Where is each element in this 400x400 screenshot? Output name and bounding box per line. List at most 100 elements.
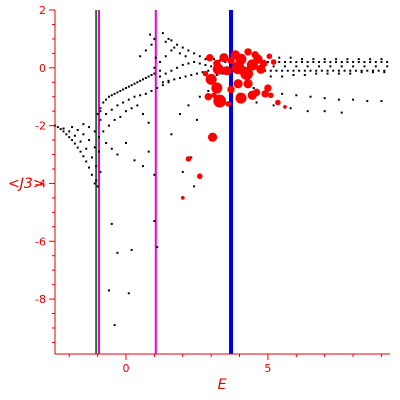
tick-labels: 0 5 2 0 -2 -4 -6 -8 <box>35 4 271 375</box>
background-point-122 <box>195 72 198 75</box>
background-point-91 <box>150 43 153 46</box>
background-point-209 <box>306 65 309 68</box>
background-point-82 <box>116 251 119 254</box>
background-point-103 <box>193 52 196 55</box>
background-point-90 <box>144 49 147 52</box>
background-point-61 <box>156 87 159 90</box>
background-point-46 <box>142 78 145 81</box>
background-point-115 <box>210 65 213 68</box>
background-point-110 <box>181 63 184 66</box>
background-point-131 <box>184 55 187 58</box>
background-point-2 <box>59 128 62 131</box>
background-point-37 <box>116 91 119 94</box>
background-point-72 <box>147 121 150 124</box>
background-point-192 <box>371 69 374 72</box>
highlight-point-33 <box>213 59 221 68</box>
background-point-35 <box>110 94 113 97</box>
background-point-187 <box>343 69 346 72</box>
background-point-245 <box>340 111 343 114</box>
background-point-181 <box>309 69 312 72</box>
background-point-89 <box>139 55 142 58</box>
background-point-105 <box>204 58 207 61</box>
background-point-249 <box>181 170 184 173</box>
background-point-258 <box>99 170 102 173</box>
background-point-85 <box>113 324 116 327</box>
highlight-point-19 <box>233 79 243 89</box>
background-point-251 <box>178 113 181 116</box>
background-point-183 <box>320 69 323 72</box>
background-point-205 <box>380 58 383 61</box>
background-point-94 <box>154 56 157 59</box>
background-point-253 <box>198 95 201 98</box>
background-point-58 <box>139 94 142 97</box>
background-point-30 <box>98 136 101 139</box>
background-point-114 <box>204 63 207 66</box>
background-point-228 <box>252 87 255 90</box>
background-point-12 <box>88 166 91 169</box>
highlight-points <box>180 48 287 200</box>
background-point-4 <box>65 133 68 136</box>
background-point-256 <box>95 179 98 182</box>
background-point-124 <box>207 69 210 72</box>
background-point-33 <box>105 98 108 101</box>
y-axis-title: <J3> <box>8 176 45 192</box>
background-point-23 <box>76 128 79 131</box>
background-point-36 <box>113 92 116 95</box>
background-point-92 <box>153 37 156 40</box>
background-point-128 <box>170 39 173 42</box>
background-point-75 <box>116 153 119 156</box>
highlight-point-36 <box>266 53 273 60</box>
background-point-162 <box>380 61 383 64</box>
background-point-216 <box>386 65 389 68</box>
background-point-207 <box>283 65 286 68</box>
background-point-52 <box>105 113 108 116</box>
background-point-242 <box>289 107 292 110</box>
background-point-101 <box>181 46 184 49</box>
background-point-215 <box>374 65 377 68</box>
background-point-17 <box>73 134 76 137</box>
background-point-237 <box>380 100 383 103</box>
background-point-259 <box>98 150 101 153</box>
background-point-6 <box>71 139 74 142</box>
background-point-34 <box>107 95 110 98</box>
background-point-210 <box>318 65 321 68</box>
background-point-78 <box>142 165 145 168</box>
background-point-42 <box>130 84 133 87</box>
background-point-184 <box>326 69 329 72</box>
background-point-252 <box>187 104 190 107</box>
background-point-212 <box>340 65 343 68</box>
background-point-13 <box>90 173 93 176</box>
highlight-point-8 <box>196 173 203 180</box>
background-point-142 <box>266 61 269 64</box>
background-point-243 <box>306 110 309 113</box>
background-point-55 <box>122 101 125 104</box>
background-point-186 <box>337 69 340 72</box>
highlight-point-24 <box>252 88 261 97</box>
background-point-231 <box>295 94 298 97</box>
background-point-126 <box>167 37 170 40</box>
background-point-145 <box>283 61 286 64</box>
background-point-24 <box>82 133 85 136</box>
background-point-157 <box>352 61 355 64</box>
background-point-57 <box>133 95 136 98</box>
background-point-68 <box>124 110 127 113</box>
background-point-182 <box>315 69 318 72</box>
highlight-point-30 <box>244 48 252 56</box>
highlight-point-0 <box>213 94 227 108</box>
highlight-point-28 <box>275 99 281 106</box>
background-point-106 <box>159 75 162 78</box>
background-point-88 <box>156 246 159 249</box>
highlight-point-23 <box>259 59 268 68</box>
background-point-200 <box>323 58 326 61</box>
background-point-152 <box>323 61 326 64</box>
background-point-84 <box>127 292 130 295</box>
highlight-point-9 <box>185 156 192 162</box>
background-point-175 <box>275 69 278 72</box>
background-point-67 <box>119 115 122 118</box>
background-point-54 <box>116 104 119 107</box>
background-point-50 <box>153 72 156 75</box>
background-point-153 <box>329 61 332 64</box>
background-point-1 <box>56 126 59 129</box>
background-point-234 <box>337 98 340 101</box>
background-point-148 <box>300 61 303 64</box>
